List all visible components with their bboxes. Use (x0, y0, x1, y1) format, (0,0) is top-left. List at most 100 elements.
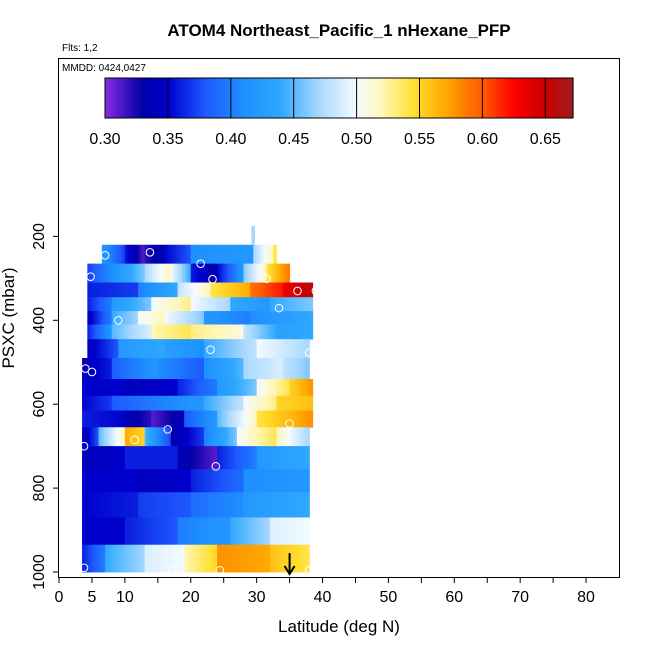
heatmap-cell (102, 311, 105, 325)
heatmap-row (82, 492, 310, 518)
heatmap-cell (287, 395, 291, 411)
heatmap-cell (232, 297, 235, 312)
heatmap-cell (278, 410, 282, 428)
heatmap-cell (176, 339, 179, 359)
heatmap-cell (155, 395, 159, 411)
heatmap-cell (271, 282, 274, 298)
heatmap-cell (87, 339, 90, 359)
heatmap-cell (250, 427, 254, 447)
heatmap-cell (250, 544, 253, 573)
heatmap-cell (268, 395, 272, 411)
heatmap-cell (169, 492, 172, 518)
heatmap-cell (105, 358, 109, 380)
heatmap-cell (275, 358, 278, 380)
heatmap-cell (203, 544, 206, 573)
heatmap-cell (140, 517, 143, 546)
heatmap-cell (109, 395, 113, 411)
heatmap-cell (176, 410, 179, 428)
heatmap-cell (246, 282, 249, 298)
heatmap-row (87, 339, 310, 359)
colorbar-cell (392, 78, 397, 118)
heatmap-cell (255, 358, 258, 380)
heatmap-cell (135, 339, 139, 359)
heatmap-cell (254, 297, 257, 312)
heatmap-cell (241, 263, 244, 283)
heatmap-cell (84, 517, 87, 546)
heatmap-cell (241, 339, 244, 359)
heatmap-cell (163, 358, 167, 380)
heatmap-cell (237, 469, 241, 493)
heatmap-cell (283, 297, 286, 312)
heatmap-cell (129, 358, 132, 380)
heatmap-cell (240, 311, 243, 325)
heatmap-cell (150, 379, 153, 397)
heatmap-cell (193, 446, 196, 470)
heatmap-cell (91, 446, 95, 470)
heatmap-cell (101, 395, 105, 411)
heatmap-cell (163, 263, 166, 283)
heatmap-cell (122, 282, 125, 298)
heatmap-cell (127, 339, 131, 359)
heatmap-cell (158, 379, 161, 397)
heatmap-cell (106, 492, 109, 518)
heatmap-cell (307, 492, 310, 518)
heatmap-cell (258, 446, 262, 470)
heatmap-cell (307, 544, 310, 573)
heatmap-cell (191, 282, 194, 298)
heatmap-cell (268, 427, 271, 447)
colorbar-cell (288, 78, 293, 118)
heatmap-cell (138, 282, 141, 298)
heatmap-cell (186, 544, 189, 573)
heatmap-cell (193, 282, 196, 298)
heatmap-cell (189, 410, 193, 428)
heatmap-cell (134, 544, 138, 573)
heatmap-cell (89, 517, 93, 546)
heatmap-cell (285, 379, 289, 397)
heatmap-cell (258, 263, 262, 283)
heatmap-cell (119, 244, 122, 265)
heatmap-cell (99, 358, 103, 380)
heatmap-cell (300, 410, 304, 428)
heatmap-cell (205, 446, 208, 470)
heatmap-cell (257, 244, 260, 265)
heatmap-cell (171, 469, 174, 493)
heatmap-cell (173, 446, 177, 470)
colorbar-cell (175, 78, 180, 118)
heatmap-cell (82, 410, 85, 428)
heatmap-cell (153, 469, 157, 493)
heatmap-cell (209, 544, 212, 573)
heatmap-cell (132, 427, 136, 447)
heatmap-cell (213, 311, 216, 325)
heatmap-cell (132, 358, 136, 380)
heatmap-cell (288, 427, 291, 447)
heatmap-cell (138, 544, 142, 573)
heatmap-cell (190, 339, 193, 359)
heatmap-cell (157, 358, 161, 380)
heatmap-cell (227, 395, 231, 411)
heatmap-cell (122, 446, 126, 470)
heatmap-cell (187, 244, 190, 265)
heatmap-cell (223, 395, 227, 411)
heatmap-cell (222, 263, 226, 283)
heatmap-cell (290, 282, 294, 298)
heatmap-cell (139, 339, 142, 359)
heatmap-cell (192, 395, 195, 411)
heatmap-cell (199, 517, 202, 546)
heatmap-cell (252, 311, 255, 325)
heatmap-cell (213, 358, 217, 380)
colorbar-cell (308, 78, 313, 118)
heatmap-cell (111, 311, 115, 325)
heatmap-cell (226, 544, 230, 573)
heatmap-cell (221, 324, 225, 340)
heatmap-cell (101, 410, 104, 428)
heatmap-cell (108, 339, 112, 359)
heatmap-cell (124, 311, 128, 325)
heatmap-cell (270, 410, 274, 428)
heatmap-cell (184, 324, 188, 340)
heatmap-cell (190, 427, 193, 447)
heatmap-cell (235, 469, 239, 493)
heatmap-cell (143, 311, 147, 325)
heatmap-cell (213, 339, 217, 359)
heatmap-cell (235, 324, 239, 340)
colorbar-cell (111, 78, 116, 118)
